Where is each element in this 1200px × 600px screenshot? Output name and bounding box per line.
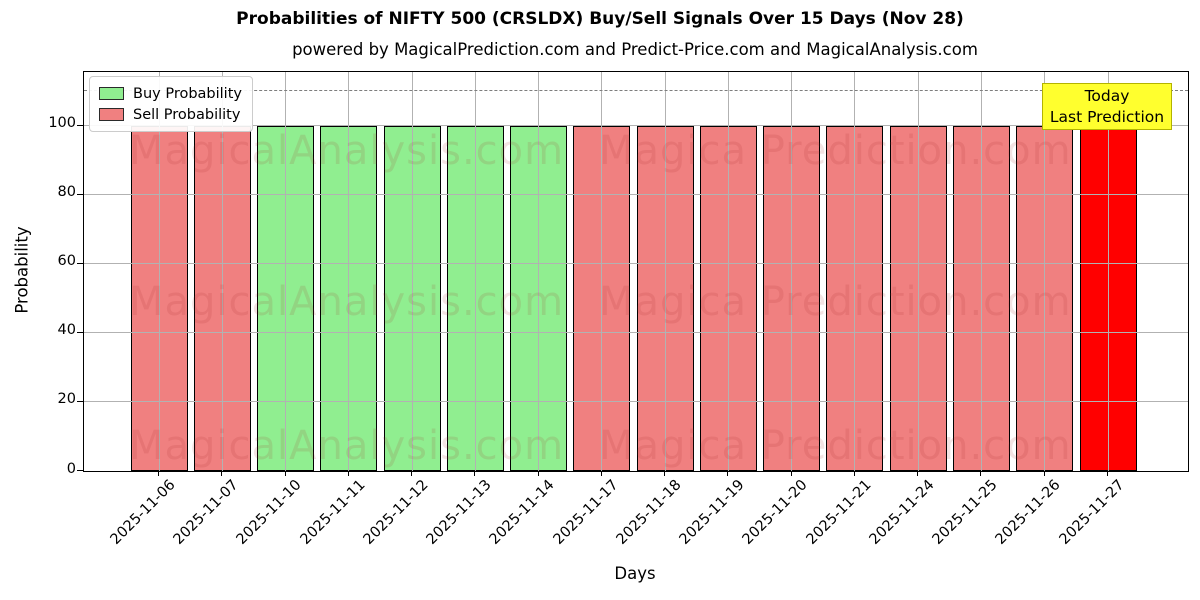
- x-tick-mark: [917, 471, 919, 476]
- x-tick-label: 2025-11-10: [233, 477, 305, 548]
- y-tick-label: 40: [57, 322, 76, 339]
- watermark-text: Magica Prediction.com: [599, 423, 1072, 469]
- v-gridline: [917, 72, 919, 471]
- x-tick-label: 2025-11-21: [803, 477, 875, 548]
- x-tick-label: 2025-11-11: [297, 477, 369, 548]
- x-tick-label: 2025-11-19: [676, 477, 748, 548]
- plot-area: Buy Probability Sell Probability Today L…: [83, 71, 1189, 472]
- x-tick-label: 2025-11-20: [740, 477, 811, 548]
- v-gridline: [348, 72, 350, 471]
- chart-subtitle: powered by MagicalPrediction.com and Pre…: [292, 40, 978, 59]
- v-gridline: [664, 72, 666, 471]
- y-tick-mark: [77, 124, 83, 126]
- y-tick-label: 80: [57, 184, 76, 201]
- x-tick-label: 2025-11-07: [170, 477, 242, 548]
- x-tick-mark: [1043, 471, 1045, 476]
- v-gridline: [980, 72, 982, 471]
- x-tick-mark: [600, 471, 602, 476]
- legend-label-buy: Buy Probability: [133, 85, 242, 102]
- legend-item-buy: Buy Probability: [99, 83, 242, 104]
- watermark-text: MagicalAnalysis.com: [129, 279, 565, 325]
- x-tick-label: 2025-11-24: [866, 477, 938, 548]
- x-tick-label: 2025-11-17: [550, 477, 622, 548]
- annotation-line-last-prediction: Last Prediction: [1049, 107, 1165, 126]
- x-tick-label: 2025-11-27: [1056, 477, 1128, 548]
- v-gridline: [727, 72, 729, 471]
- v-gridline: [285, 72, 287, 471]
- legend-item-sell: Sell Probability: [99, 104, 242, 125]
- v-gridline: [1044, 72, 1046, 471]
- y-tick-mark: [77, 331, 83, 333]
- today-last-prediction-annotation: Today Last Prediction: [1042, 83, 1172, 131]
- x-tick-mark: [411, 471, 413, 476]
- x-tick-mark: [474, 471, 476, 476]
- h-gridline: [84, 125, 1188, 127]
- y-tick-mark: [77, 470, 83, 471]
- x-tick-mark: [221, 471, 223, 476]
- sell-swatch-icon: [99, 108, 124, 121]
- chart-title: Probabilities of NIFTY 500 (CRSLDX) Buy/…: [236, 9, 964, 29]
- x-tick-label: 2025-11-14: [487, 477, 558, 548]
- watermark-text: Magica Prediction.com: [599, 128, 1072, 174]
- watermark-text: Magica Prediction.com: [599, 279, 1072, 325]
- v-gridline: [411, 72, 413, 471]
- h-gridline: [84, 401, 1188, 403]
- y-tick-label: 100: [48, 115, 76, 132]
- x-tick-mark: [537, 471, 539, 476]
- y-tick-label: 60: [57, 253, 76, 270]
- x-tick-label: 2025-11-06: [107, 477, 179, 548]
- x-tick-mark: [790, 471, 792, 476]
- x-tick-label: 2025-11-13: [423, 477, 495, 548]
- watermark-text: MagicalAnalysis.com: [129, 423, 565, 469]
- y-tick-label: 0: [66, 460, 76, 477]
- x-tick-mark: [664, 471, 666, 476]
- x-tick-label: 2025-11-18: [613, 477, 685, 548]
- v-gridline: [854, 72, 856, 471]
- y-tick-mark: [77, 400, 83, 402]
- x-axis-label: Days: [614, 564, 656, 583]
- v-gridline: [221, 72, 223, 471]
- x-tick-mark: [1107, 471, 1108, 476]
- reference-dashed-line: [84, 90, 1188, 91]
- x-tick-mark: [158, 471, 159, 476]
- v-gridline: [538, 72, 540, 471]
- v-gridline: [1107, 72, 1109, 471]
- legend-label-sell: Sell Probability: [133, 106, 241, 123]
- x-tick-label: 2025-11-25: [929, 477, 1001, 548]
- y-axis-label: Probability: [12, 226, 32, 314]
- v-gridline: [158, 72, 160, 471]
- y-tick-mark: [77, 262, 83, 264]
- v-gridline: [601, 72, 603, 471]
- x-tick-mark: [980, 471, 982, 476]
- x-tick-label: 2025-11-26: [993, 477, 1065, 548]
- x-tick-mark: [284, 471, 286, 476]
- v-gridline: [791, 72, 793, 471]
- x-tick-mark: [853, 471, 855, 476]
- x-tick-label: 2025-11-12: [360, 477, 432, 548]
- h-gridline: [84, 263, 1188, 265]
- buy-swatch-icon: [99, 87, 124, 100]
- y-tick-mark: [77, 193, 83, 195]
- v-gridline: [474, 72, 476, 471]
- y-tick-label: 20: [57, 391, 76, 408]
- h-gridline: [84, 194, 1188, 196]
- h-gridline: [84, 332, 1188, 334]
- watermark-text: MagicalAnalysis.com: [129, 128, 565, 174]
- x-tick-mark: [727, 471, 729, 476]
- legend: Buy Probability Sell Probability: [89, 76, 253, 132]
- x-tick-mark: [347, 471, 349, 476]
- annotation-line-today: Today: [1084, 87, 1130, 105]
